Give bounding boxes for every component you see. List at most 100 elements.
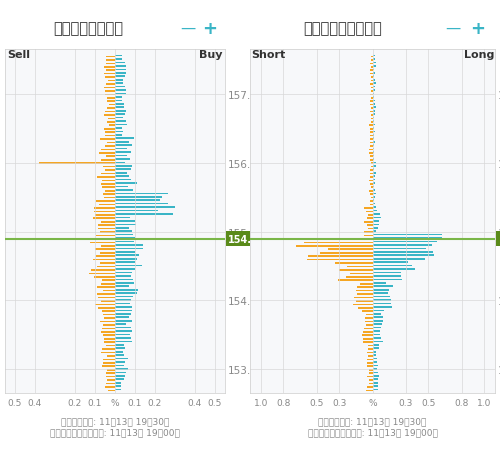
Bar [370, 153, 372, 154]
Bar [372, 252, 433, 253]
Bar [101, 222, 115, 223]
Bar [372, 348, 379, 349]
Bar [372, 224, 380, 226]
Bar [115, 56, 122, 57]
Bar [372, 155, 374, 157]
Bar [100, 263, 115, 264]
Bar [356, 290, 372, 292]
Bar [115, 135, 122, 136]
Bar [115, 210, 158, 212]
Bar [115, 327, 132, 329]
Bar [372, 186, 374, 188]
Bar [370, 84, 372, 86]
Bar [115, 152, 132, 153]
Bar [115, 365, 124, 367]
Bar [115, 121, 126, 122]
Text: オープンポジション: オープンポジション [304, 21, 382, 36]
Bar [102, 290, 115, 292]
Bar [372, 104, 376, 106]
Bar [101, 184, 115, 185]
Bar [372, 159, 374, 161]
Bar [370, 118, 372, 120]
Bar [372, 283, 386, 284]
Bar [367, 376, 372, 378]
Text: Long: Long [464, 50, 494, 60]
Bar [115, 351, 124, 353]
Bar [372, 344, 378, 346]
Bar [115, 272, 132, 274]
Bar [328, 249, 372, 251]
Bar [115, 124, 126, 126]
Bar [102, 335, 115, 336]
Bar [115, 255, 140, 257]
Bar [94, 207, 115, 209]
Bar [96, 177, 115, 178]
Bar [115, 80, 123, 81]
Bar [99, 204, 115, 206]
Bar [372, 341, 383, 343]
Bar [105, 386, 115, 388]
Bar [366, 314, 372, 316]
Bar [370, 194, 372, 196]
Bar [308, 256, 372, 258]
Bar [338, 280, 372, 282]
Bar [368, 369, 372, 371]
Bar [372, 327, 380, 329]
Bar [115, 286, 129, 288]
Bar [372, 375, 379, 377]
Bar [115, 221, 135, 222]
Bar [372, 245, 432, 246]
Bar [107, 101, 115, 103]
Bar [115, 138, 134, 140]
Bar [372, 351, 376, 353]
Bar [115, 279, 133, 281]
Bar [372, 228, 378, 229]
Bar [372, 138, 374, 140]
Bar [108, 118, 115, 120]
Bar [104, 318, 115, 319]
Bar [115, 66, 126, 68]
Bar [115, 162, 125, 164]
Bar [115, 245, 142, 246]
Bar [372, 307, 392, 308]
Bar [115, 97, 121, 99]
Bar [102, 280, 115, 282]
Bar [371, 67, 372, 68]
Bar [372, 262, 408, 263]
Bar [115, 372, 126, 374]
Text: 最新更新時間: 11月13日 19時30分
スナップショット時間: 11月13日 19時00分: 最新更新時間: 11月13日 19時30分 スナップショット時間: 11月13日… [50, 417, 180, 436]
Bar [368, 349, 372, 350]
Bar [104, 129, 115, 130]
Bar [369, 191, 372, 192]
Bar [115, 217, 130, 219]
Bar [104, 132, 115, 134]
Bar [106, 56, 115, 58]
Bar [366, 318, 372, 319]
Bar [115, 317, 130, 318]
Bar [115, 248, 142, 250]
Bar [115, 90, 126, 92]
Bar [102, 311, 115, 313]
Bar [105, 170, 115, 172]
Bar [108, 125, 115, 127]
Bar [372, 361, 376, 363]
Bar [102, 314, 115, 316]
Bar [115, 262, 135, 263]
Bar [372, 231, 376, 233]
Bar [115, 183, 137, 184]
Bar [115, 179, 131, 181]
Bar [115, 303, 130, 305]
Text: —: — [180, 21, 195, 36]
Bar [372, 93, 374, 95]
Bar [115, 228, 130, 229]
Bar [368, 355, 372, 357]
Bar [370, 201, 372, 202]
Bar [101, 300, 115, 302]
Bar [370, 139, 372, 141]
Bar [115, 330, 132, 332]
Bar [97, 293, 115, 295]
Bar [363, 342, 372, 343]
Bar [372, 248, 426, 250]
Bar [115, 337, 132, 339]
Bar [367, 225, 372, 227]
